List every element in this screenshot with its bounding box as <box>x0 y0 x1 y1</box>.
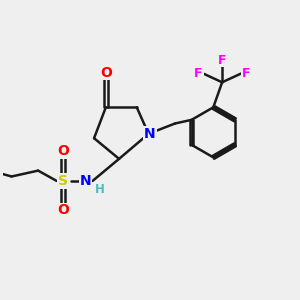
Text: F: F <box>218 54 226 67</box>
Text: O: O <box>57 203 69 218</box>
Text: F: F <box>194 67 203 80</box>
Text: F: F <box>242 67 250 80</box>
Text: S: S <box>58 174 68 188</box>
Text: H: H <box>95 183 105 196</box>
Text: O: O <box>57 145 69 158</box>
Text: O: O <box>100 66 112 80</box>
Text: N: N <box>80 174 91 188</box>
Text: N: N <box>144 127 156 141</box>
